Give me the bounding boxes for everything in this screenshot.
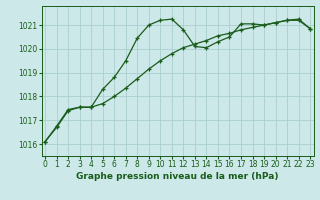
X-axis label: Graphe pression niveau de la mer (hPa): Graphe pression niveau de la mer (hPa) [76,172,279,181]
